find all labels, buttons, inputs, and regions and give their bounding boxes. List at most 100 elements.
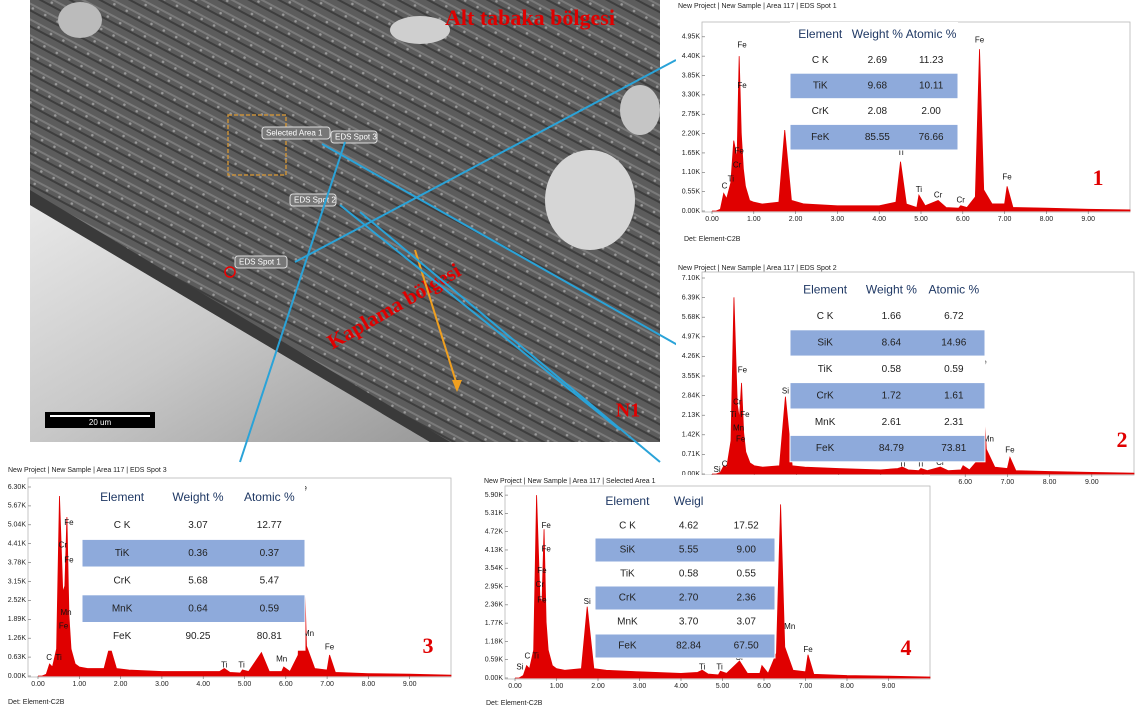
peak-label: Fe: [1005, 446, 1015, 455]
table-cell: 2.69: [868, 55, 888, 66]
connector: [294, 59, 677, 263]
x-tick-label: 5.00: [238, 681, 252, 688]
x-tick-label: 6.00: [958, 479, 972, 486]
peak-label: Fe: [64, 518, 74, 527]
table-row: [81, 622, 306, 651]
peak-label: Ti: [238, 661, 245, 670]
peak-label: Si: [714, 465, 721, 474]
table-cell: 1.61: [944, 390, 964, 401]
y-tick-label: 2.84K: [682, 392, 701, 399]
table-cell: 17.52: [734, 521, 759, 532]
x-tick-label: 7.00: [1001, 479, 1015, 486]
peak-label: C: [46, 653, 52, 662]
spectrum-panel: New Project | New Sample | Area 117 | ED…: [676, 262, 1135, 501]
table-header: Element: [100, 490, 145, 504]
spot-marker: [224, 266, 236, 278]
peak-label: Fe: [325, 643, 335, 652]
table-cell: 5.55: [679, 545, 699, 556]
x-tick-label: 3.00: [831, 216, 845, 223]
table-cell: 10.11: [919, 81, 944, 92]
table-cell: CrK: [816, 390, 834, 401]
y-tick-label: 3.55K: [682, 373, 701, 380]
arrow-head: [452, 380, 462, 392]
table-row: [789, 329, 986, 357]
y-tick-label: 1.89K: [8, 616, 27, 623]
y-tick-label: 1.77K: [485, 620, 504, 627]
y-tick-label: 5.31K: [485, 510, 504, 517]
spectrum-panel: New Project | New Sample | Area 117 | ED…: [676, 0, 1131, 243]
panel-header: New Project | New Sample | Area 117 | ED…: [8, 467, 167, 474]
x-tick-label: 9.00: [1081, 216, 1095, 223]
y-tick-label: 1.26K: [8, 635, 27, 642]
peak-label: Cr: [59, 541, 68, 550]
detector-label: Det: Element-C2B: [684, 236, 741, 243]
label-box: [261, 126, 331, 140]
table-header: Atomic %: [906, 27, 957, 41]
x-tick-label: 8.00: [1043, 479, 1057, 486]
peak-label: Cr: [936, 458, 945, 467]
table-cell: 90.25: [185, 631, 210, 642]
peak-label: C: [722, 459, 728, 468]
y-tick-label: 6.39K: [682, 294, 701, 301]
table-header: Atomic %: [244, 490, 295, 504]
peak-label: Ti: [728, 174, 735, 183]
table-row: [789, 382, 986, 410]
peak-label: Fe: [803, 645, 813, 654]
table-cell: 0.58: [679, 569, 699, 580]
spot-label: EDS Spot 3: [335, 133, 377, 142]
peak-label: C: [722, 181, 728, 190]
panel-header: New Project | New Sample | Area 117 | Se…: [484, 478, 656, 485]
scale-label: 20 um: [89, 418, 112, 427]
table-cell: CrK: [619, 593, 637, 604]
table-cell: 85.55: [865, 132, 890, 143]
table-cell: 0.64: [188, 603, 208, 614]
y-tick-label: 0.00K: [682, 471, 701, 478]
x-tick-label: 4.00: [674, 683, 688, 690]
table-cell: 3.07: [736, 617, 756, 628]
y-tick-label: 2.75K: [682, 111, 701, 118]
table-cell: TiK: [813, 81, 828, 92]
table-row: [81, 566, 306, 596]
table-cell: 3.07: [188, 520, 208, 531]
peak-label: Ti: [897, 148, 904, 157]
peak-label: Mn: [276, 655, 287, 664]
peak-label: Fe: [59, 622, 69, 631]
peak-label: Cr: [956, 196, 965, 205]
table-header: Atomic %: [928, 282, 979, 296]
table-cell: 3.70: [679, 617, 699, 628]
spectrum: [38, 492, 452, 677]
peak-label: Fe: [541, 521, 551, 530]
y-tick-label: 4.72K: [485, 529, 504, 536]
table-header: Weight %: [852, 27, 903, 41]
y-tick-label: 2.20K: [682, 130, 701, 137]
x-tick-label: 9.00: [403, 681, 417, 688]
y-tick-label: 5.68K: [682, 314, 701, 321]
table-cell: 0.59: [260, 603, 280, 614]
detector-label: Det: Element-C2B: [8, 699, 65, 706]
table-cell: MnK: [112, 603, 133, 614]
table-cell: TiK: [115, 548, 130, 559]
peak-label: Fe: [975, 35, 985, 44]
peak-label: Cr: [536, 580, 545, 589]
peak-label: C: [525, 651, 531, 660]
table-row: [594, 537, 776, 563]
table-row: [789, 72, 959, 100]
table-cell: 0.55: [736, 569, 756, 580]
spectrum-panel: New Project | New Sample | Area 117 | Se…: [479, 475, 931, 707]
panel-header: New Project | New Sample | Area 117 | ED…: [678, 265, 837, 272]
table-row: [789, 434, 986, 463]
peak-label: Mn: [733, 424, 744, 433]
peak-label: Fe: [537, 596, 547, 605]
x-tick-label: 9.00: [1085, 479, 1099, 486]
spot-label: Selected Area 1: [266, 129, 323, 138]
peak-label: Fe: [737, 41, 747, 50]
table-cell: 11.23: [919, 55, 944, 66]
connector: [339, 204, 621, 431]
peak-label: Ti: [221, 661, 228, 670]
particle: [58, 2, 102, 38]
x-tick-label: 7.00: [320, 681, 334, 688]
x-tick-label: 3.00: [155, 681, 169, 688]
panel-number: 1: [1093, 165, 1104, 190]
y-tick-label: 1.42K: [682, 432, 701, 439]
y-tick-label: 2.13K: [682, 412, 701, 419]
